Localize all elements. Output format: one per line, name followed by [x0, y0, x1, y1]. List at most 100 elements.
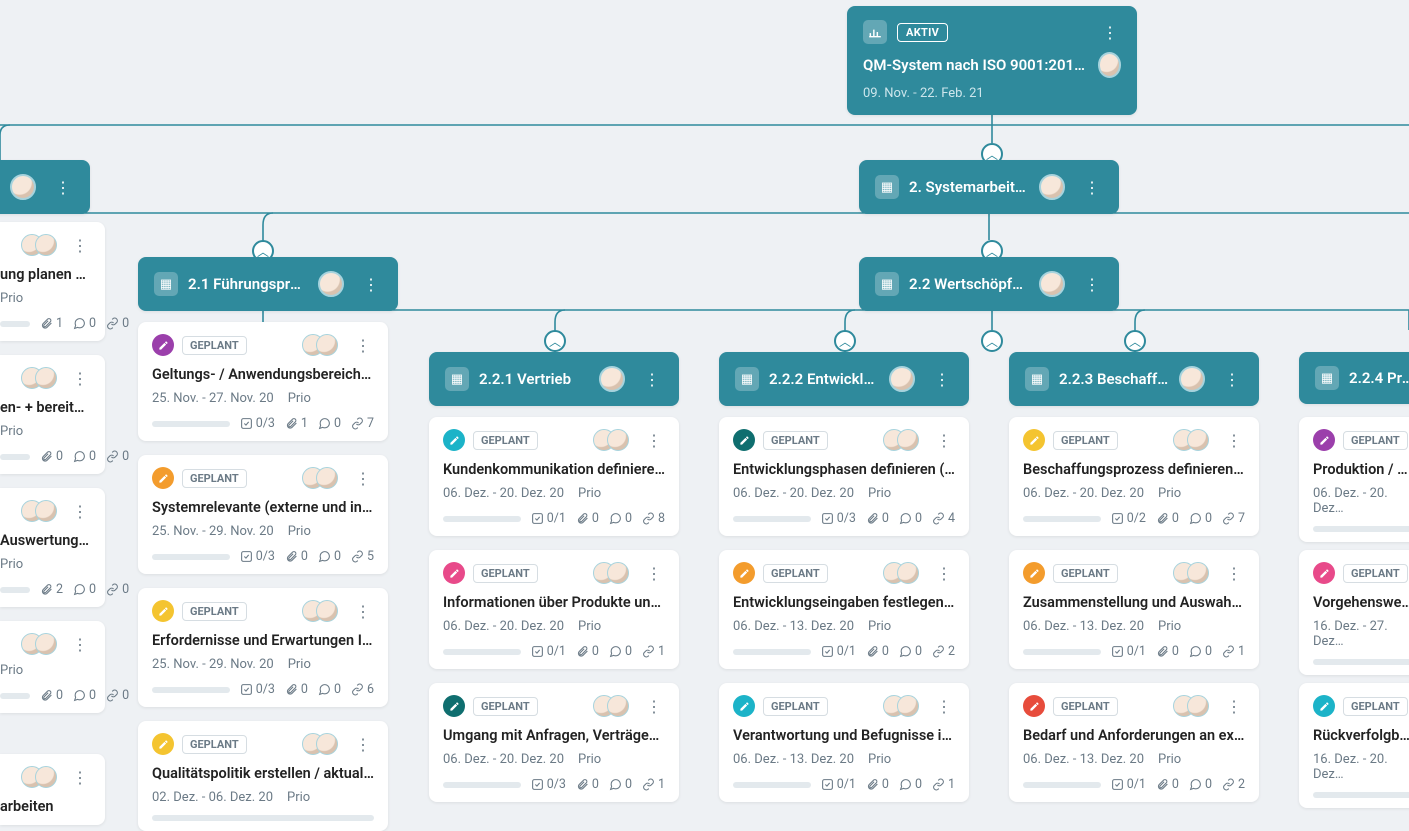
- link-count: 7: [1222, 511, 1245, 526]
- root-menu[interactable]: ⋮: [1099, 21, 1121, 43]
- node-menu[interactable]: ⋮: [1221, 368, 1243, 390]
- task-title: Umgang mit Anfragen, Verträgen, A…: [443, 727, 665, 744]
- task-menu[interactable]: ⋮: [1223, 429, 1245, 451]
- task-menu[interactable]: ⋮: [352, 467, 374, 489]
- task-card[interactable]: GEPLANT ⋮ Qualitätspolitik erstellen / a…: [138, 721, 388, 831]
- comment-count: 0: [899, 511, 922, 526]
- task-card-partial[interactable]: ⋮ arbeiten: [0, 754, 105, 825]
- task-card[interactable]: GEPLANT ⋮ Umgang mit Anfragen, Verträgen…: [429, 683, 679, 802]
- task-menu[interactable]: ⋮: [352, 733, 374, 755]
- task-menu[interactable]: ⋮: [69, 367, 91, 389]
- node-menu[interactable]: ⋮: [931, 368, 953, 390]
- assignees[interactable]: [21, 367, 57, 389]
- assignees[interactable]: [1173, 429, 1209, 451]
- assignees[interactable]: [883, 695, 919, 717]
- task-menu[interactable]: ⋮: [69, 766, 91, 788]
- level3-node[interactable]: ▦ 2.2.2 Entwicklung ⋮: [719, 352, 969, 406]
- task-card[interactable]: GEPLANT ⋮ Beschaffungsprozess definieren…: [1009, 417, 1259, 536]
- collapse-c1[interactable]: ︿: [544, 330, 566, 352]
- assignees[interactable]: [302, 334, 338, 356]
- assignees[interactable]: [302, 733, 338, 755]
- task-card[interactable]: GEPLANT ⋮ Entwicklungsphasen definieren …: [719, 417, 969, 536]
- task-dates: 06. Dez. - 13. Dez. 20: [733, 752, 854, 767]
- attachment-count: 0: [285, 549, 308, 564]
- task-menu[interactable]: ⋮: [933, 429, 955, 451]
- node-menu[interactable]: ⋮: [52, 176, 74, 198]
- task-card[interactable]: GEPLANT ⋮ Geltungs- / Anwendungsbereich …: [138, 322, 388, 441]
- assignees[interactable]: [302, 467, 338, 489]
- assignees[interactable]: [21, 234, 57, 256]
- assignees[interactable]: [883, 562, 919, 584]
- task-menu[interactable]: ⋮: [352, 600, 374, 622]
- pencil-icon: [152, 733, 174, 755]
- node-menu[interactable]: ⋮: [1081, 176, 1103, 198]
- avatar[interactable]: [1098, 52, 1121, 78]
- task-card-partial[interactable]: ⋮ Auswertung… Prio 200: [0, 488, 105, 607]
- progress-bar: [152, 554, 230, 560]
- node-menu[interactable]: ⋮: [360, 273, 382, 295]
- task-card-partial[interactable]: ⋮ Prio 000: [0, 621, 105, 713]
- task-card-partial[interactable]: ⋮ en- + bereits… Prio 000: [0, 355, 105, 474]
- task-menu[interactable]: ⋮: [643, 429, 665, 451]
- level2-node-b[interactable]: ▦ 2.2 Wertschöpfung… ⋮: [859, 257, 1119, 311]
- assignees[interactable]: [302, 600, 338, 622]
- task-card-partial[interactable]: GEPLANT Vorgehensweise… 16. Dez. - 27. D…: [1299, 550, 1409, 675]
- task-card[interactable]: GEPLANT ⋮ Zusammenstellung und Auswahl d…: [1009, 550, 1259, 669]
- task-menu[interactable]: ⋮: [933, 695, 955, 717]
- collapse-c3[interactable]: ︿: [1124, 330, 1146, 352]
- level1-node-right[interactable]: ▦ 2. Systemarbeiten ⋮: [859, 160, 1119, 214]
- avatar[interactable]: [318, 271, 344, 297]
- task-menu[interactable]: ⋮: [643, 562, 665, 584]
- task-menu[interactable]: ⋮: [1223, 562, 1245, 584]
- task-card[interactable]: GEPLANT ⋮ Bedarf und Anforderungen an ex…: [1009, 683, 1259, 802]
- level2-node-a[interactable]: ▦ 2.1 Führungsprozess ⋮: [138, 257, 398, 311]
- level3-node[interactable]: ▦ 2.2.3 Beschaffung ⋮: [1009, 352, 1259, 406]
- assignees[interactable]: [21, 633, 57, 655]
- avatar[interactable]: [1039, 174, 1065, 200]
- task-card[interactable]: GEPLANT ⋮ Kundenkommunikation definieren…: [429, 417, 679, 536]
- avatar[interactable]: [1039, 271, 1065, 297]
- progress-bar: [152, 687, 230, 693]
- collapse-l2b[interactable]: ︿: [981, 330, 1003, 352]
- task-menu[interactable]: ⋮: [352, 334, 374, 356]
- level1-node-left[interactable]: ▦ itu… ⋮: [0, 160, 90, 214]
- task-menu[interactable]: ⋮: [69, 633, 91, 655]
- task-title: Bedarf und Anforderungen an exter…: [1023, 727, 1245, 744]
- assignees[interactable]: [1173, 562, 1209, 584]
- task-status: GEPLANT: [763, 697, 828, 716]
- assignees[interactable]: [21, 500, 57, 522]
- assignees[interactable]: [1173, 695, 1209, 717]
- task-card[interactable]: GEPLANT ⋮ Verantwortung und Befugnisse i…: [719, 683, 969, 802]
- task-menu[interactable]: ⋮: [933, 562, 955, 584]
- progress-bar: [1313, 659, 1409, 665]
- avatar[interactable]: [889, 366, 915, 392]
- avatar[interactable]: [10, 174, 36, 200]
- assignees[interactable]: [593, 429, 629, 451]
- root-node[interactable]: AKTIV ⋮ QM-System nach ISO 9001:2015 – E…: [847, 6, 1137, 115]
- assignees[interactable]: [593, 695, 629, 717]
- avatar[interactable]: [599, 366, 625, 392]
- level3-node[interactable]: ▦ 2.2.4 Prod: [1299, 352, 1409, 404]
- task-card[interactable]: GEPLANT ⋮ Informationen über Produkte un…: [429, 550, 679, 669]
- task-menu[interactable]: ⋮: [1223, 695, 1245, 717]
- task-menu[interactable]: ⋮: [69, 500, 91, 522]
- task-card[interactable]: GEPLANT ⋮ Systemrelevante (externe und i…: [138, 455, 388, 574]
- checklist-count: 0/3: [821, 511, 856, 526]
- task-card-partial[interactable]: ⋮ ung planen u… Prio 100: [0, 222, 105, 341]
- package-icon: ▦: [735, 367, 759, 391]
- task-menu[interactable]: ⋮: [643, 695, 665, 717]
- assignees[interactable]: [21, 766, 57, 788]
- avatar[interactable]: [1179, 366, 1205, 392]
- task-card[interactable]: GEPLANT ⋮ Erfordernisse und Erwartungen …: [138, 588, 388, 707]
- node-menu[interactable]: ⋮: [1081, 273, 1103, 295]
- task-dates: 06. Dez. - 13. Dez. 20: [733, 619, 854, 634]
- node-menu[interactable]: ⋮: [641, 368, 663, 390]
- collapse-c2[interactable]: ︿: [834, 330, 856, 352]
- task-menu[interactable]: ⋮: [69, 234, 91, 256]
- task-card-partial[interactable]: GEPLANT Rückverfolgbark… 16. Dez. - 20. …: [1299, 683, 1409, 808]
- task-card[interactable]: GEPLANT ⋮ Entwicklungseingaben festlegen…: [719, 550, 969, 669]
- level3-node[interactable]: ▦ 2.2.1 Vertrieb ⋮: [429, 352, 679, 406]
- assignees[interactable]: [593, 562, 629, 584]
- task-card-partial[interactable]: GEPLANT Produktion / Die… 06. Dez. - 20.…: [1299, 417, 1409, 542]
- assignees[interactable]: [883, 429, 919, 451]
